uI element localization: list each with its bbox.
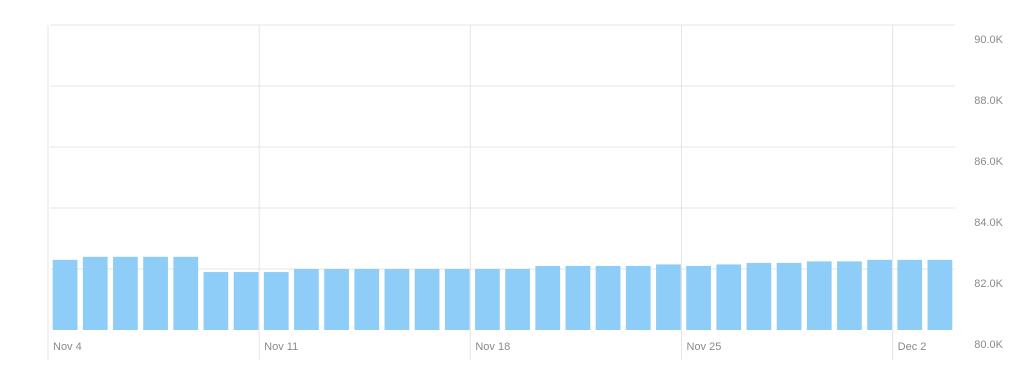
grid-layer (47, 24, 955, 360)
y-tick-label: 82.0K (974, 278, 1003, 290)
bar (324, 269, 349, 330)
bar (475, 269, 500, 330)
bar (686, 265, 711, 330)
bar (776, 262, 802, 330)
bar (716, 264, 742, 330)
bar (203, 272, 229, 330)
bar (414, 269, 440, 330)
bar (837, 261, 862, 330)
x-tick-label: Nov 4 (53, 341, 82, 353)
label-layer: 80.0K 82.0K 84.0K 86.0K 88.0K 90.0K Nov 4 Nov 1… (53, 34, 1004, 353)
bar (82, 256, 108, 330)
bar (565, 265, 591, 330)
x-tick-label: Dec 2 (898, 341, 927, 353)
y-tick-label: 90.0K (974, 34, 1003, 46)
bar (143, 256, 168, 330)
bar (656, 264, 681, 330)
bar (384, 269, 410, 330)
bar (444, 269, 470, 330)
x-tick-label: Nov 18 (475, 341, 510, 353)
bar (173, 256, 199, 330)
bar (595, 265, 621, 330)
bar (505, 269, 530, 330)
bar (113, 256, 138, 330)
y-tick-label: 86.0K (974, 156, 1003, 168)
bar (927, 259, 953, 330)
bar (625, 265, 651, 330)
bar (867, 259, 892, 330)
bar (897, 259, 923, 330)
x-tick-label: Nov 11 (264, 341, 298, 353)
y-tick-label: 80.0K (974, 339, 1003, 351)
y-tick-label: 84.0K (974, 217, 1003, 229)
bar (746, 262, 772, 330)
bar-layer (52, 256, 953, 330)
bar (354, 269, 380, 330)
bar (294, 269, 319, 330)
x-tick-label: Nov 25 (687, 341, 722, 353)
bar (52, 259, 78, 330)
bar (263, 272, 289, 330)
bar (806, 261, 832, 330)
bar (233, 272, 259, 330)
y-tick-label: 88.0K (974, 95, 1003, 107)
bar (535, 265, 561, 330)
